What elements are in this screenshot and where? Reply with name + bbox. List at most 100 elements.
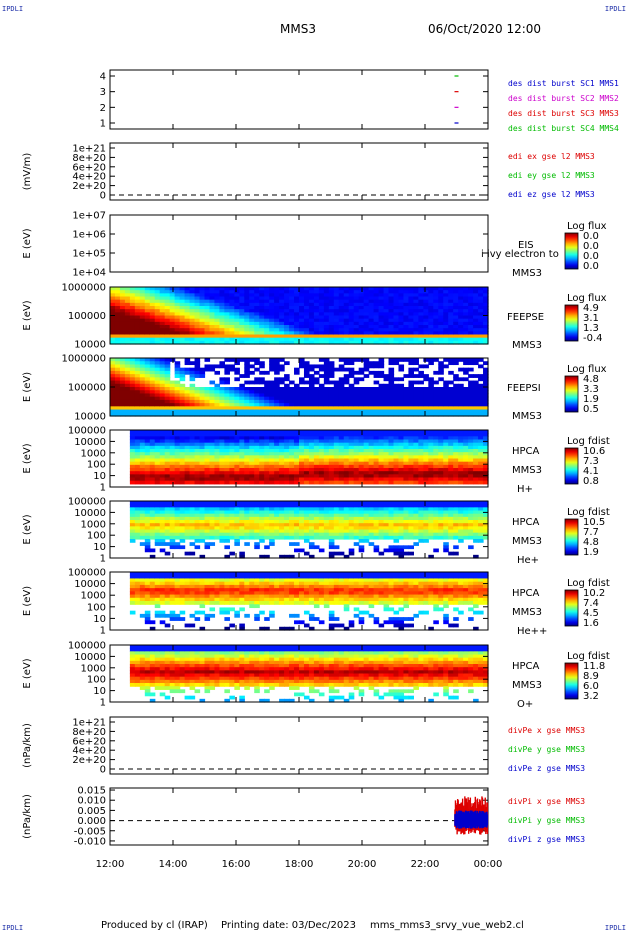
heatmap-cell	[269, 403, 275, 407]
heatmap-cell	[363, 458, 370, 463]
heatmap-cell	[403, 299, 410, 304]
heatmap-cell	[219, 364, 225, 369]
heatmap-cell	[453, 452, 459, 456]
heatmap-cell	[204, 403, 211, 407]
heatmap-cell	[428, 287, 434, 291]
heatmap-cell	[149, 526, 156, 531]
heatmap-cell	[443, 337, 449, 342]
heatmap-cell	[348, 449, 355, 453]
heatmap-cell	[194, 312, 201, 317]
heatmap-cell	[154, 370, 161, 375]
heatmap-cell	[254, 445, 260, 450]
heatmap-cell	[383, 399, 390, 404]
heatmap-cell	[279, 523, 285, 527]
heatmap-cell	[164, 370, 171, 375]
heatmap-cell	[473, 309, 479, 313]
heatmap-cell	[448, 474, 454, 479]
heatmap-cell	[418, 471, 424, 475]
heatmap-cell	[154, 393, 161, 398]
heatmap-cell	[378, 318, 385, 323]
heatmap-cell	[368, 464, 375, 469]
heatmap-cell	[110, 377, 116, 382]
heatmap-cell	[199, 387, 206, 391]
heatmap-cell	[368, 361, 375, 366]
heatmap-cell	[318, 399, 325, 404]
heatmap-cell	[403, 520, 410, 524]
heatmap-cell	[159, 318, 166, 323]
heatmap-cell	[373, 436, 380, 441]
heatmap-cell	[264, 529, 270, 534]
heatmap-cell	[433, 474, 439, 479]
heatmap-cell	[244, 364, 250, 369]
heatmap-cell	[224, 312, 230, 317]
heatmap-cell	[224, 480, 230, 485]
heatmap-cell	[219, 468, 225, 472]
heatmap-cell	[224, 325, 230, 329]
heatmap-cell	[129, 452, 136, 456]
heatmap-cell	[358, 461, 365, 466]
heatmap-cell	[348, 370, 355, 375]
heatmap-cell	[343, 409, 350, 414]
heatmap-cell	[244, 433, 250, 437]
heatmap-cell	[249, 442, 255, 447]
heatmap-cell	[209, 337, 216, 342]
heatmap-cell	[209, 516, 216, 521]
heatmap-cell	[174, 406, 181, 411]
heatmap-cell	[204, 406, 211, 411]
heatmap-cell	[388, 532, 395, 537]
heatmap-cell	[179, 442, 186, 447]
heatmap-cell	[443, 461, 449, 466]
heatmap-cell	[179, 396, 186, 401]
heatmap-cell	[144, 458, 151, 463]
heatmap-cell	[368, 439, 375, 444]
heatmap-cell	[229, 529, 235, 534]
heatmap-cell	[229, 315, 235, 320]
y-tick-label: 2	[100, 103, 106, 114]
heatmap-cell	[423, 513, 429, 518]
heatmap-cell	[318, 406, 325, 411]
heatmap-cell	[224, 439, 230, 444]
heatmap-cell	[473, 436, 479, 441]
heatmap-cell	[308, 468, 315, 472]
heatmap-cell	[159, 529, 166, 534]
heatmap-cell	[323, 480, 330, 485]
heatmap-cell	[453, 455, 459, 460]
heatmap-cell	[423, 539, 429, 543]
heatmap-cell	[338, 306, 345, 310]
heatmap-cell	[164, 399, 171, 404]
heatmap-cell	[264, 520, 270, 524]
heatmap-cell	[303, 445, 310, 450]
heatmap-cell	[448, 480, 454, 485]
heatmap-cell	[373, 504, 380, 508]
heatmap-cell	[348, 315, 355, 320]
heatmap-cell	[199, 523, 206, 527]
heatmap-cell	[134, 581, 141, 586]
heatmap-cell	[463, 399, 469, 404]
heatmap-cell	[299, 449, 305, 453]
heatmap-cell	[418, 461, 424, 466]
heatmap-cell	[423, 480, 429, 485]
heatmap-cell	[169, 529, 176, 534]
heatmap-cell	[249, 312, 255, 317]
heatmap-cell	[323, 396, 330, 401]
heatmap-cell	[338, 471, 345, 475]
heatmap-cell	[483, 430, 489, 434]
heatmap-cell	[473, 452, 479, 456]
heatmap-cell	[299, 455, 305, 460]
heatmap-cell	[368, 312, 375, 317]
heatmap-cell	[358, 370, 365, 375]
y-tick-label: 6e+20	[72, 162, 106, 173]
heatmap-cell	[249, 331, 255, 336]
heatmap-cell	[348, 520, 355, 524]
heatmap-cell	[179, 290, 186, 294]
heatmap-cell	[284, 532, 290, 537]
heatmap-cell	[438, 449, 444, 453]
heatmap-cell	[388, 377, 395, 382]
heatmap-cell	[468, 523, 474, 527]
heatmap-cell	[184, 387, 191, 391]
heatmap-cell	[284, 302, 290, 307]
heatmap-cell	[129, 501, 136, 505]
heatmap-cell	[274, 287, 280, 291]
heatmap-cell	[408, 480, 414, 485]
datetime-title: 06/Oct/2020 12:00	[428, 22, 542, 36]
